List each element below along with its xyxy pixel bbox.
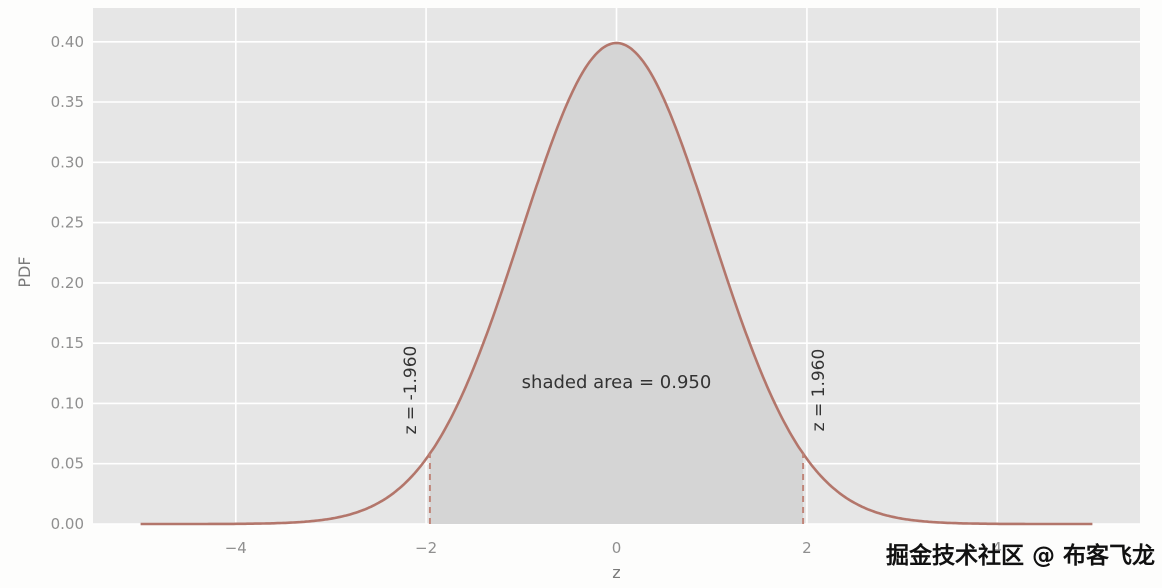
watermark-text: 掘金技术社区 @ 布客飞龙 (886, 542, 1155, 569)
critical-lines (428, 453, 805, 524)
pdf-curve (140, 41, 1093, 526)
y-tick-labels: 0.00 0.05 0.10 0.15 0.20 0.25 0.30 0.35 0.40 (51, 33, 84, 533)
critical-label-right: z = 1.960 (809, 349, 829, 432)
x-tick-label: −2 (415, 539, 437, 557)
y-tick-label: 0.25 (51, 214, 84, 232)
x-tick-label: 4 (992, 539, 1002, 557)
y-tick-label: 0.35 (51, 93, 84, 111)
x-axis-title: z (612, 563, 620, 582)
x-tick-labels: −4 −2 0 2 4 (225, 539, 1002, 557)
shaded-area (429, 43, 804, 524)
x-tick-label: 2 (802, 539, 812, 557)
y-tick-label: 0.10 (51, 394, 84, 412)
critical-label-left: z = -1.960 (401, 346, 421, 435)
y-tick-label: 0.40 (51, 33, 84, 51)
y-axis-title: PDF (15, 256, 34, 287)
y-tick-label: 0.05 (51, 455, 84, 473)
y-tick-label: 0.15 (51, 334, 84, 352)
x-tick-label: −4 (225, 539, 247, 557)
y-tick-label: 0.20 (51, 274, 84, 292)
shaded-area-label: shaded area = 0.950 (522, 372, 712, 393)
y-tick-label: 0.30 (51, 153, 84, 171)
y-tick-label: 0.00 (51, 515, 84, 533)
x-tick-label: 0 (612, 539, 622, 557)
